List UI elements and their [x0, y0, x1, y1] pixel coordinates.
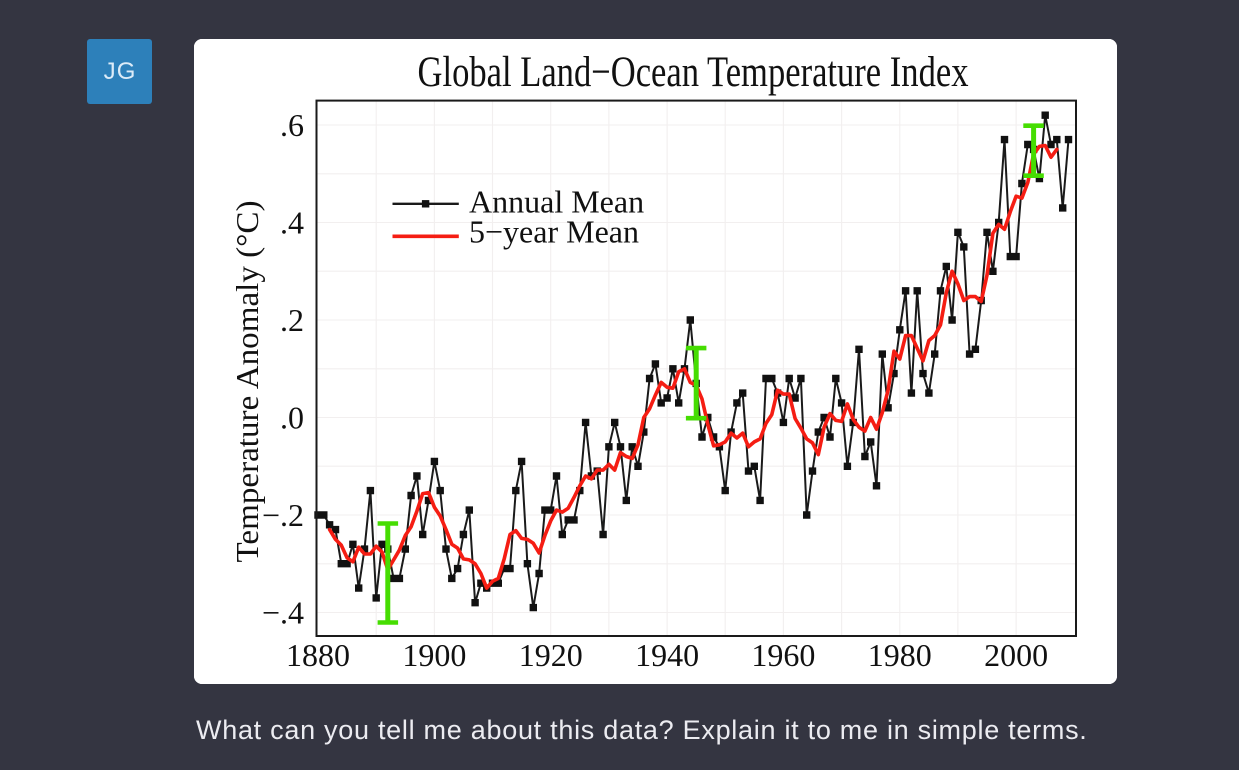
svg-text:Global Land−Ocean Temperature: Global Land−Ocean Temperature Index	[418, 49, 969, 96]
svg-text:2000: 2000	[984, 637, 1048, 673]
svg-text:1900: 1900	[402, 637, 466, 673]
svg-text:1980: 1980	[868, 637, 932, 673]
svg-text:Annual Mean: Annual Mean	[469, 184, 644, 220]
svg-text:.6: .6	[280, 107, 304, 143]
svg-text:.2: .2	[280, 302, 304, 338]
svg-text:1920: 1920	[519, 637, 583, 673]
svg-text:−.2: −.2	[262, 497, 304, 533]
svg-text:1960: 1960	[751, 637, 815, 673]
svg-text:Temperature Anomaly (°C): Temperature Anomaly (°C)	[229, 201, 265, 563]
svg-text:.4: .4	[280, 205, 304, 241]
svg-text:−.4: −.4	[262, 595, 304, 631]
svg-text:1880: 1880	[286, 637, 350, 673]
svg-text:1940: 1940	[635, 637, 699, 673]
svg-text:.0: .0	[280, 400, 304, 436]
svg-text:5−year Mean: 5−year Mean	[469, 214, 639, 250]
